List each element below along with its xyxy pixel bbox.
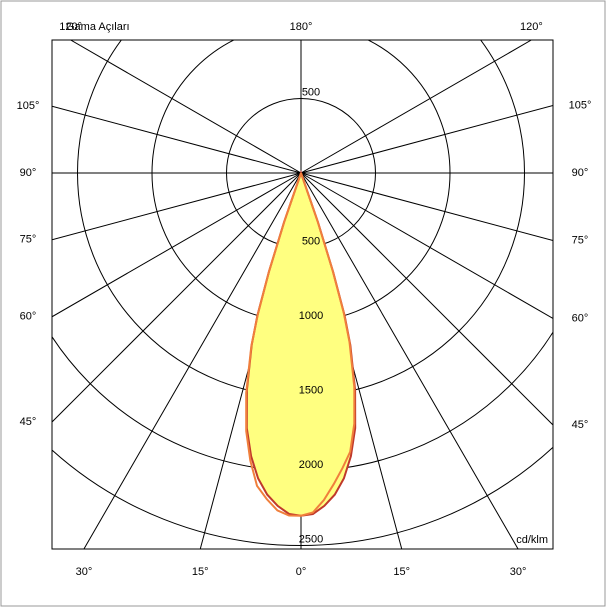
- grid-ray: [300, 172, 553, 319]
- r-tick-label: 1500: [299, 384, 323, 396]
- grid-ray: [70, 40, 302, 174]
- angle-tick-label: 75°: [572, 234, 589, 246]
- intensity-curve: [245, 172, 356, 517]
- angle-tick-label: 180°: [290, 21, 313, 33]
- grid-ray: [52, 172, 302, 241]
- grid-ray: [300, 40, 532, 174]
- grid-ray: [52, 105, 302, 174]
- grid-ray: [52, 172, 302, 423]
- grid-ray: [300, 172, 553, 242]
- angle-tick-label: 105°: [17, 100, 40, 112]
- angle-tick-label: 15°: [192, 566, 209, 578]
- angle-tick-label: 75°: [20, 234, 37, 246]
- r-tick-label: 2500: [299, 533, 323, 545]
- angle-tick-label: 30°: [510, 566, 527, 578]
- angle-tick-label: 120°: [59, 21, 82, 33]
- angle-tick-label: 90°: [20, 167, 37, 179]
- angle-tick-label: 90°: [572, 167, 589, 179]
- angle-tick-label: 30°: [76, 566, 93, 578]
- angle-tick-label: 15°: [393, 566, 410, 578]
- angle-tick-label: 45°: [572, 419, 589, 431]
- chart-title: Gama Açıları: [66, 21, 130, 33]
- plot-frame: [51, 39, 554, 550]
- unit-label: cd/klm: [516, 534, 548, 546]
- grid-ray: [300, 172, 553, 426]
- angle-tick-label: 60°: [572, 312, 589, 324]
- angle-tick-label: 45°: [20, 416, 37, 428]
- r-tick-label: 1000: [299, 310, 323, 322]
- grid-ray: [300, 104, 553, 174]
- angle-tick-label: 105°: [569, 99, 592, 111]
- angle-tick-label: 60°: [20, 311, 37, 323]
- r-tick-label: 500: [302, 235, 320, 247]
- angle-tick-label: 120°: [520, 21, 543, 33]
- r-tick-label: 2000: [299, 459, 323, 471]
- grid-ray: [52, 172, 302, 318]
- r-tick-label: 500: [302, 86, 320, 98]
- grid-ray: [83, 172, 302, 549]
- grid-ray: [300, 172, 519, 549]
- angle-tick-label: 0°: [296, 566, 307, 578]
